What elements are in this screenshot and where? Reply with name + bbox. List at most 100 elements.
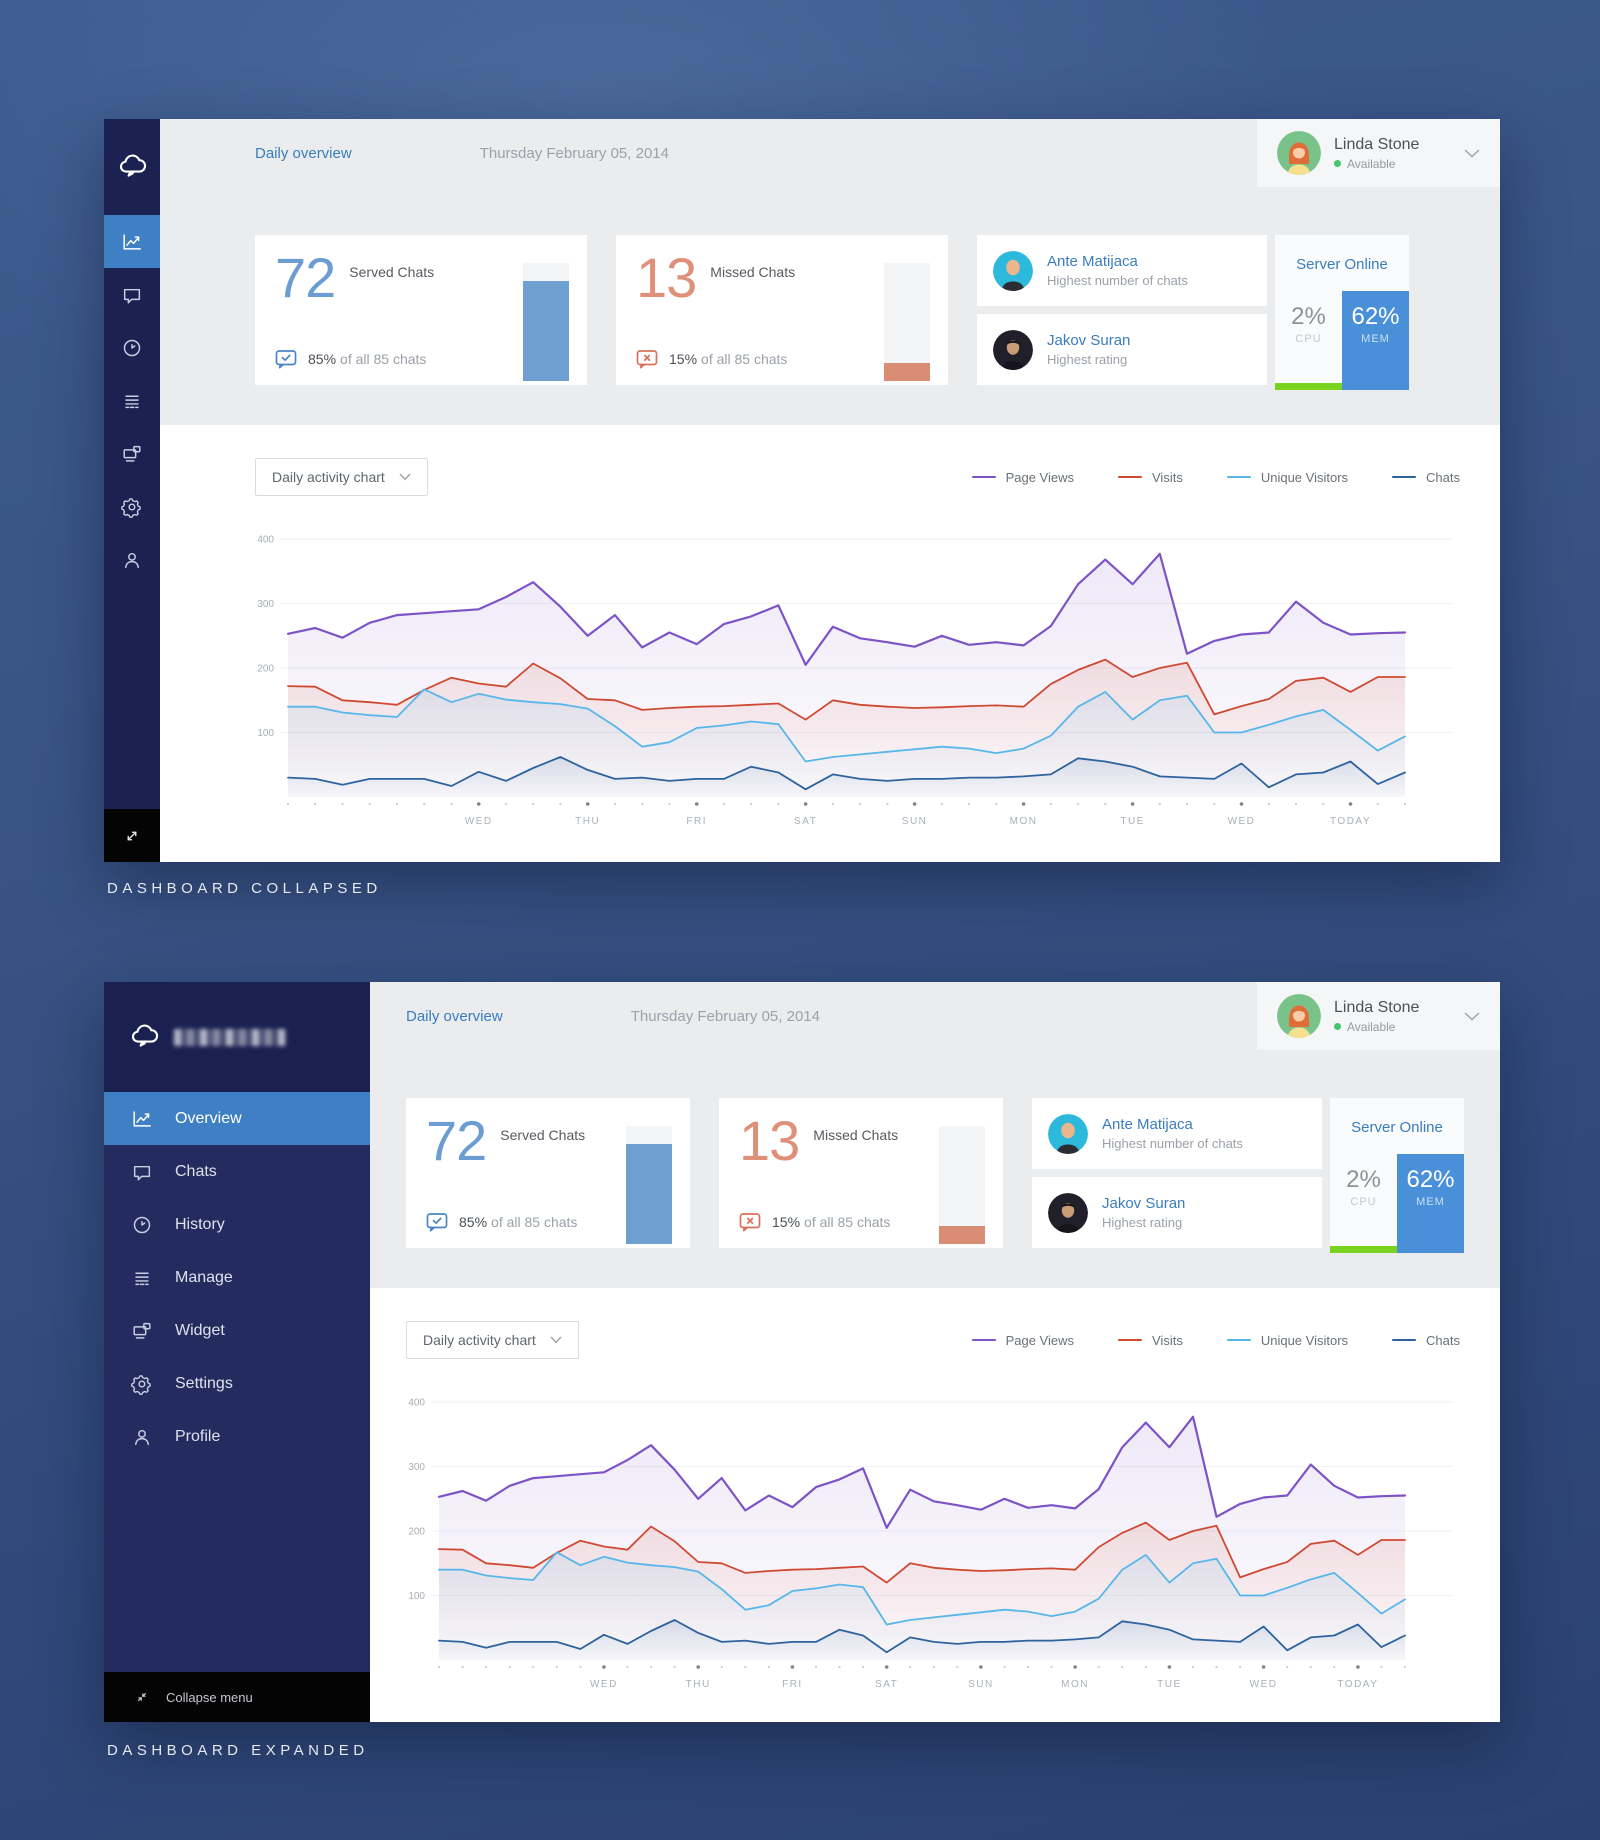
avatar xyxy=(1048,1192,1088,1233)
user-meta: Linda Stone Available xyxy=(1334,999,1419,1034)
collapse-menu-button[interactable]: Collapse menu xyxy=(104,1672,370,1722)
sidebar-item-manage[interactable] xyxy=(104,374,160,427)
svg-text:THU: THU xyxy=(575,816,600,827)
activity-chart: 100 200 300 400 WED THU FRI SAT SUN MON TUE WED TODA… xyxy=(408,1398,1452,1690)
missed-bar-chart xyxy=(939,1126,985,1244)
gear-icon xyxy=(121,497,141,518)
topbar: Daily overview Thursday February 05, 201… xyxy=(370,982,1500,1050)
caption-collapsed: DASHBOARD COLLAPSED xyxy=(107,880,382,897)
user-menu[interactable]: Linda Stone Available xyxy=(1257,119,1500,187)
legend-label: Page Views xyxy=(1005,469,1074,485)
main-content: Daily overview Thursday February 05, 201… xyxy=(160,119,1500,862)
chart-legend: Page Views Visits Unique Visitors Chats xyxy=(971,469,1460,485)
sidebar-item-overview[interactable] xyxy=(104,215,160,268)
mem-gauge: 62% MEM xyxy=(1397,1154,1464,1253)
server-load-bar xyxy=(1275,383,1342,390)
stack-icon xyxy=(125,395,139,408)
sidebar-item-settings[interactable] xyxy=(104,480,160,533)
missed-pct-suffix: of all 85 chats xyxy=(701,351,788,367)
svg-text:MON: MON xyxy=(1061,1679,1089,1690)
user-menu[interactable]: Linda Stone Available xyxy=(1257,982,1500,1050)
cpu-label: CPU xyxy=(1350,1196,1377,1208)
sidebar-item-manage[interactable]: Manage xyxy=(104,1251,370,1304)
page-title: Daily overview xyxy=(406,1007,503,1025)
collapse-menu-label: Collapse menu xyxy=(166,1689,253,1705)
svg-text:FRI: FRI xyxy=(686,816,707,827)
svg-text:WED: WED xyxy=(590,1679,618,1690)
date-label: Thursday February 05, 2014 xyxy=(630,1007,820,1025)
svg-text:WED: WED xyxy=(465,816,493,827)
avatar xyxy=(1277,994,1321,1038)
widget-screen-icon xyxy=(123,445,141,462)
served-bar-chart xyxy=(523,263,569,381)
legend-label: Unique Visitors xyxy=(1260,1332,1349,1348)
served-chats-card: 72 Served Chats 85% of all 85 chats xyxy=(255,235,587,385)
cloud-icon xyxy=(119,154,147,177)
team-member-row: Ante Matijaca Highest number of chats xyxy=(1032,1098,1322,1169)
svg-text:WED: WED xyxy=(1250,1679,1278,1690)
member-name: Jakov Suran xyxy=(1102,1195,1186,1212)
svg-text:200: 200 xyxy=(408,1527,425,1538)
svg-text:TODAY: TODAY xyxy=(1337,1679,1378,1690)
served-pct-suffix: of all 85 chats xyxy=(491,1214,578,1230)
clock-icon xyxy=(133,1216,151,1233)
sidebar-item-label: Overview xyxy=(175,1109,242,1127)
missed-chats-value: 13 xyxy=(636,246,697,309)
missed-chats-label: Missed Chats xyxy=(710,264,796,280)
svg-text:TUE: TUE xyxy=(1120,816,1145,827)
chart-type-dropdown[interactable]: Daily activity chart xyxy=(406,1321,579,1359)
served-bar-fill xyxy=(626,1143,672,1244)
legend-swatch xyxy=(1118,476,1142,478)
legend-item-page-views: Page Views xyxy=(971,469,1074,485)
chart-line-icon xyxy=(123,233,141,250)
chart-type-dropdown[interactable]: Daily activity chart xyxy=(255,458,428,496)
user-name: Linda Stone xyxy=(1334,998,1420,1016)
sidebar-item-profile[interactable] xyxy=(104,533,160,586)
sidebar-item-chats[interactable] xyxy=(104,268,160,321)
legend-swatch xyxy=(1118,1339,1142,1341)
sidebar-item-widget[interactable] xyxy=(104,427,160,480)
sidebar-item-profile[interactable]: Profile xyxy=(104,1410,370,1463)
sidebar-item-history[interactable] xyxy=(104,321,160,374)
app-logo[interactable] xyxy=(104,982,370,1092)
sidebar-item-overview[interactable]: Overview xyxy=(104,1092,370,1145)
svg-text:TUE: TUE xyxy=(1157,1679,1182,1690)
legend-item-unique-visitors: Unique Visitors xyxy=(1226,1332,1349,1348)
served-chats-label: Served Chats xyxy=(500,1127,586,1143)
chart-section: Daily activity chart Page Views Visits U… xyxy=(370,1288,1500,1722)
member-desc: Highest number of chats xyxy=(1047,273,1188,288)
sidebar-item-settings[interactable]: Settings xyxy=(104,1357,370,1410)
sidebar-item-chats[interactable]: Chats xyxy=(104,1145,370,1198)
svg-text:400: 400 xyxy=(257,535,274,546)
sidebar-item-label: History xyxy=(175,1215,225,1233)
served-chats-value: 72 xyxy=(275,246,336,309)
team-server-panel: Ante Matijaca Highest number of chats Jak… xyxy=(977,235,1409,390)
svg-text:SAT: SAT xyxy=(875,1679,898,1690)
sidebar-expanded: Overview Chats History Manage Widget Set… xyxy=(104,982,370,1722)
missed-pct: 15% xyxy=(772,1214,801,1230)
svg-text:300: 300 xyxy=(408,1462,425,1473)
widget-screen-icon xyxy=(133,1322,151,1339)
svg-text:400: 400 xyxy=(408,1398,425,1409)
app-logo[interactable] xyxy=(104,119,160,215)
sidebar-item-label: Manage xyxy=(175,1268,233,1286)
dashboard-expanded: Overview Chats History Manage Widget Set… xyxy=(104,982,1500,1722)
expand-menu-button[interactable] xyxy=(104,809,160,862)
legend-label: Visits xyxy=(1152,469,1183,485)
expand-icon xyxy=(127,831,137,840)
chat-bubble-icon xyxy=(133,1165,151,1180)
server-load-bar xyxy=(1330,1246,1397,1253)
legend-label: Chats xyxy=(1426,1332,1460,1348)
missed-footnote: 15% of all 85 chats xyxy=(636,349,787,369)
sidebar-item-history[interactable]: History xyxy=(104,1198,370,1251)
member-name: Ante Matijaca xyxy=(1102,1116,1193,1133)
sidebar-item-label: Widget xyxy=(175,1321,225,1339)
sidebar-nav xyxy=(104,215,160,586)
served-pct: 85% xyxy=(308,351,337,367)
sidebar-item-widget[interactable]: Widget xyxy=(104,1304,370,1357)
avatar xyxy=(1277,131,1321,175)
member-name: Ante Matijaca xyxy=(1047,253,1138,270)
legend-label: Page Views xyxy=(1005,1332,1074,1348)
stack-icon xyxy=(135,1272,149,1285)
legend-item-page-views: Page Views xyxy=(971,1332,1074,1348)
